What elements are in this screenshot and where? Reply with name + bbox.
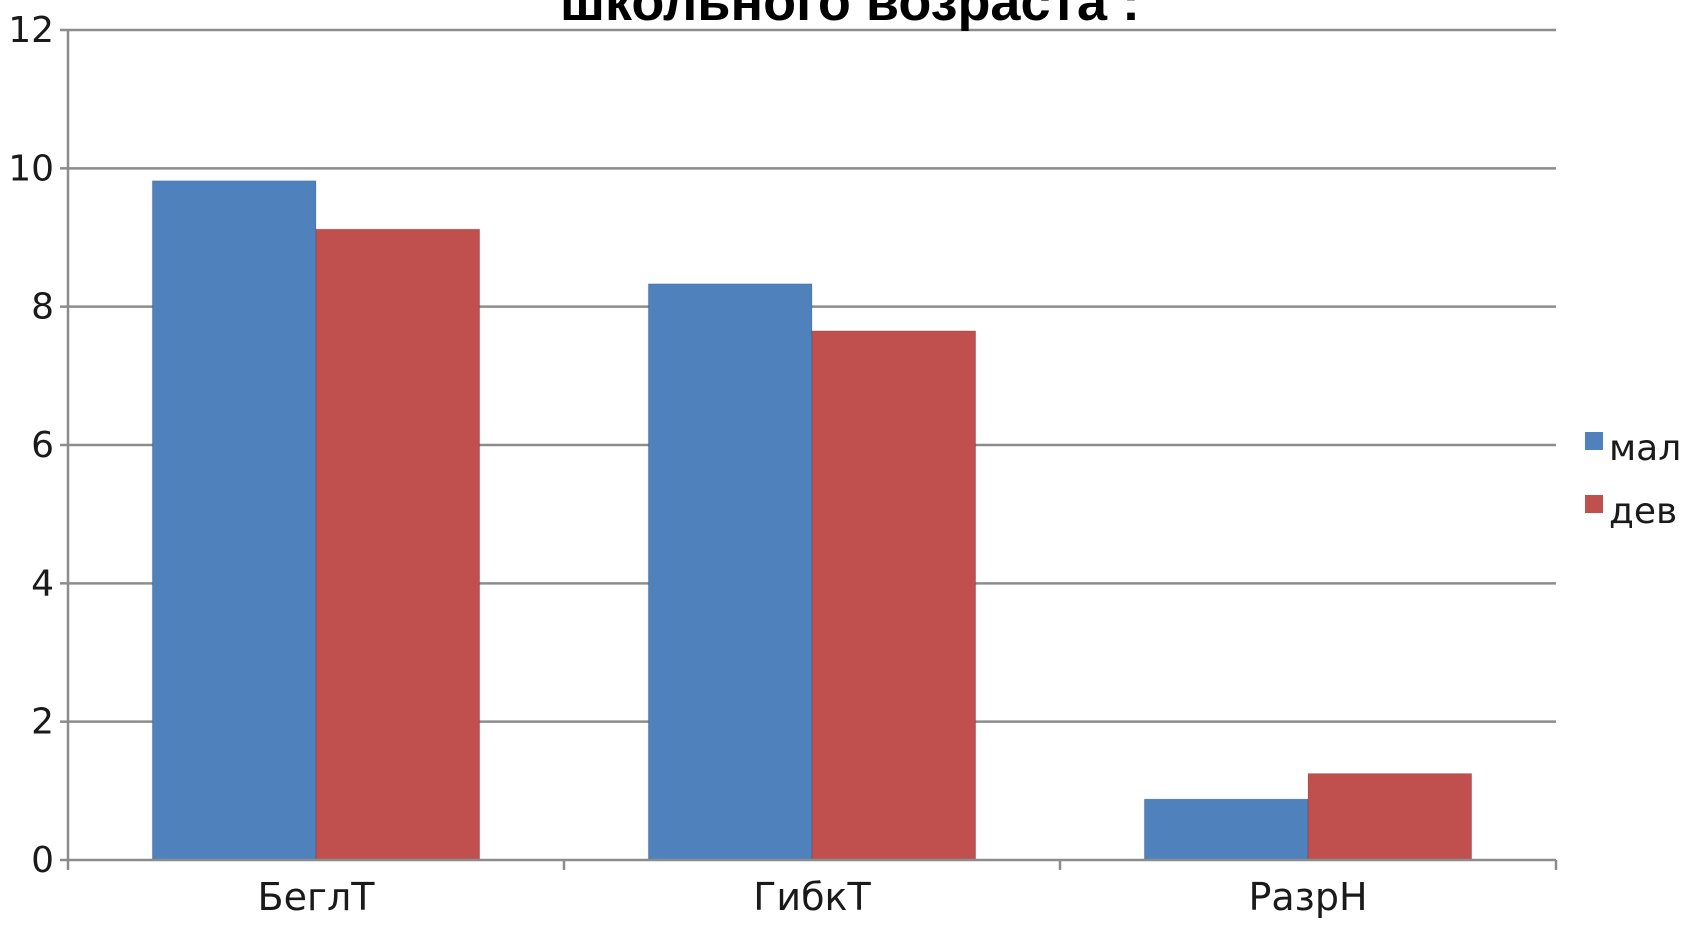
legend-label-мал: мал	[1609, 428, 1681, 469]
bar-мал-ГибкТ	[647, 283, 813, 861]
legend-swatch-мал	[1585, 432, 1603, 450]
y-tick-label: 10	[8, 148, 54, 189]
legend-swatch-дев	[1585, 495, 1603, 513]
x-tick-label: РазрН	[1248, 875, 1367, 919]
bar-дев-ГибкТ	[811, 330, 977, 861]
y-tick-label: 2	[31, 702, 54, 743]
bar-мал-РазрН	[1143, 798, 1309, 861]
bars	[151, 180, 1473, 861]
y-tick-label: 8	[31, 287, 54, 328]
x-tick-label: ГибкТ	[753, 875, 871, 919]
legend-label-дев: дев	[1609, 491, 1677, 532]
legend: мал дев	[1585, 428, 1681, 532]
bar-мал-БеглТ	[151, 180, 317, 861]
bar-дев-РазрН	[1307, 773, 1473, 861]
y-tick-label: 4	[31, 563, 54, 604]
y-tick-label: 6	[31, 425, 54, 466]
chart-title: школьного возраста :	[560, 0, 1140, 32]
x-tick-label: БеглТ	[258, 875, 376, 919]
y-tick-label: 12	[8, 10, 54, 51]
y-tick-label: 0	[31, 840, 54, 881]
axes	[60, 28, 1558, 870]
bar-дев-БеглТ	[315, 228, 481, 861]
axis-labels: 0 2 4 6 8 10 12 БеглТ ГибкТ РазрН	[8, 10, 1367, 919]
